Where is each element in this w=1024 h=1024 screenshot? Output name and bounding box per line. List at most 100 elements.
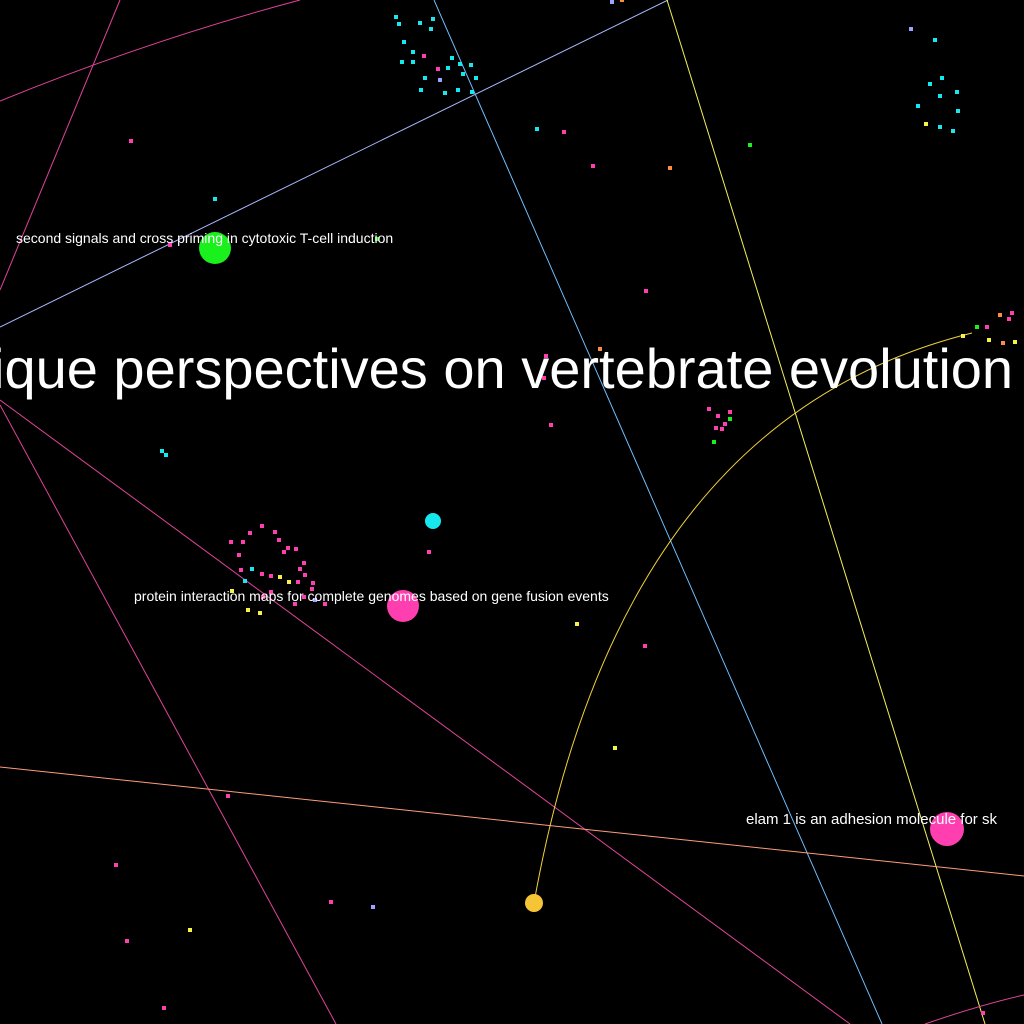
- graph-dot[interactable]: [303, 573, 307, 577]
- graph-dot[interactable]: [129, 139, 133, 143]
- graph-dot[interactable]: [716, 414, 720, 418]
- graph-dot[interactable]: [258, 611, 262, 615]
- graph-dot[interactable]: [419, 88, 423, 92]
- graph-dot[interactable]: [298, 567, 302, 571]
- graph-dot[interactable]: [213, 197, 217, 201]
- graph-dot[interactable]: [226, 794, 230, 798]
- graph-dot[interactable]: [458, 62, 462, 66]
- graph-dot[interactable]: [728, 410, 732, 414]
- graph-dot[interactable]: [1010, 311, 1014, 315]
- graph-dot[interactable]: [296, 580, 300, 584]
- graph-dot[interactable]: [323, 602, 327, 606]
- graph-dot[interactable]: [429, 27, 433, 31]
- graph-dot[interactable]: [423, 76, 427, 80]
- graph-dot[interactable]: [293, 602, 297, 606]
- graph-dot[interactable]: [542, 376, 546, 380]
- graph-dot[interactable]: [436, 67, 440, 71]
- graph-dot[interactable]: [375, 237, 379, 241]
- graph-dot[interactable]: [237, 553, 241, 557]
- graph-dot[interactable]: [712, 440, 716, 444]
- graph-dot[interactable]: [164, 453, 168, 457]
- graph-dot[interactable]: [474, 76, 478, 80]
- graph-dot[interactable]: [269, 590, 273, 594]
- graph-dot[interactable]: [938, 94, 942, 98]
- graph-dot[interactable]: [975, 325, 979, 329]
- graph-dot[interactable]: [260, 572, 264, 576]
- graph-dot[interactable]: [282, 550, 286, 554]
- graph-dot[interactable]: [162, 1006, 166, 1010]
- node-gold-medium[interactable]: [525, 894, 543, 912]
- graph-dot[interactable]: [981, 1011, 985, 1015]
- graph-dot[interactable]: [1013, 340, 1017, 344]
- graph-dot[interactable]: [643, 644, 647, 648]
- graph-dot[interactable]: [188, 928, 192, 932]
- graph-dot[interactable]: [443, 91, 447, 95]
- graph-dot[interactable]: [287, 580, 291, 584]
- graph-dot[interactable]: [644, 289, 648, 293]
- graph-dot[interactable]: [461, 72, 465, 76]
- graph-dot[interactable]: [544, 354, 548, 358]
- graph-dot[interactable]: [261, 595, 265, 599]
- graph-dot[interactable]: [411, 60, 415, 64]
- graph-dot[interactable]: [302, 561, 306, 565]
- graph-dot[interactable]: [248, 531, 252, 535]
- graph-dot[interactable]: [956, 109, 960, 113]
- graph-dot[interactable]: [278, 575, 282, 579]
- graph-dot[interactable]: [168, 243, 172, 247]
- graph-dot[interactable]: [294, 547, 298, 551]
- graph-dot[interactable]: [987, 338, 991, 342]
- graph-dot[interactable]: [402, 40, 406, 44]
- graph-dot[interactable]: [613, 746, 617, 750]
- graph-dot[interactable]: [160, 449, 164, 453]
- graph-dot[interactable]: [250, 567, 254, 571]
- graph-dot[interactable]: [470, 90, 474, 94]
- graph-dot[interactable]: [620, 0, 624, 2]
- graph-dot[interactable]: [418, 21, 422, 25]
- graph-dot[interactable]: [598, 347, 602, 351]
- graph-dot[interactable]: [1007, 317, 1011, 321]
- graph-dot[interactable]: [456, 88, 460, 92]
- graph-dot[interactable]: [286, 546, 290, 550]
- graph-dot[interactable]: [985, 325, 989, 329]
- graph-dot[interactable]: [549, 423, 553, 427]
- graph-dot[interactable]: [446, 66, 450, 70]
- graph-dot[interactable]: [269, 574, 273, 578]
- graph-dot[interactable]: [933, 38, 937, 42]
- graph-dot[interactable]: [938, 125, 942, 129]
- graph-dot[interactable]: [260, 524, 264, 528]
- graph-dot[interactable]: [313, 598, 317, 602]
- graph-dot[interactable]: [422, 54, 426, 58]
- graph-dot[interactable]: [400, 60, 404, 64]
- graph-dot[interactable]: [720, 427, 724, 431]
- graph-dot[interactable]: [707, 407, 711, 411]
- graph-dot[interactable]: [951, 129, 955, 133]
- graph-dot[interactable]: [535, 127, 539, 131]
- graph-dot[interactable]: [243, 579, 247, 583]
- graph-dot[interactable]: [230, 589, 234, 593]
- graph-dot[interactable]: [125, 939, 129, 943]
- graph-dot[interactable]: [714, 426, 718, 430]
- graph-dot[interactable]: [723, 422, 727, 426]
- graph-dot[interactable]: [1001, 341, 1005, 345]
- graph-dot[interactable]: [302, 595, 306, 599]
- graph-dot[interactable]: [961, 334, 965, 338]
- graph-dot[interactable]: [246, 608, 250, 612]
- graph-dot[interactable]: [438, 78, 442, 82]
- graph-dot[interactable]: [371, 905, 375, 909]
- graph-dot[interactable]: [329, 900, 333, 904]
- node-pink-large-right[interactable]: [930, 812, 964, 846]
- graph-dot[interactable]: [562, 130, 566, 134]
- graph-dot[interactable]: [469, 63, 473, 67]
- graph-dot[interactable]: [411, 50, 415, 54]
- graph-dot[interactable]: [748, 143, 752, 147]
- graph-dot[interactable]: [311, 581, 315, 585]
- graph-dot[interactable]: [955, 90, 959, 94]
- graph-dot[interactable]: [728, 417, 732, 421]
- graph-dot[interactable]: [591, 164, 595, 168]
- graph-dot[interactable]: [277, 538, 281, 542]
- graph-dot[interactable]: [909, 27, 913, 31]
- graph-dot[interactable]: [394, 15, 398, 19]
- graph-dot[interactable]: [427, 550, 431, 554]
- graph-dot[interactable]: [229, 540, 233, 544]
- node-pink-large[interactable]: [387, 590, 419, 622]
